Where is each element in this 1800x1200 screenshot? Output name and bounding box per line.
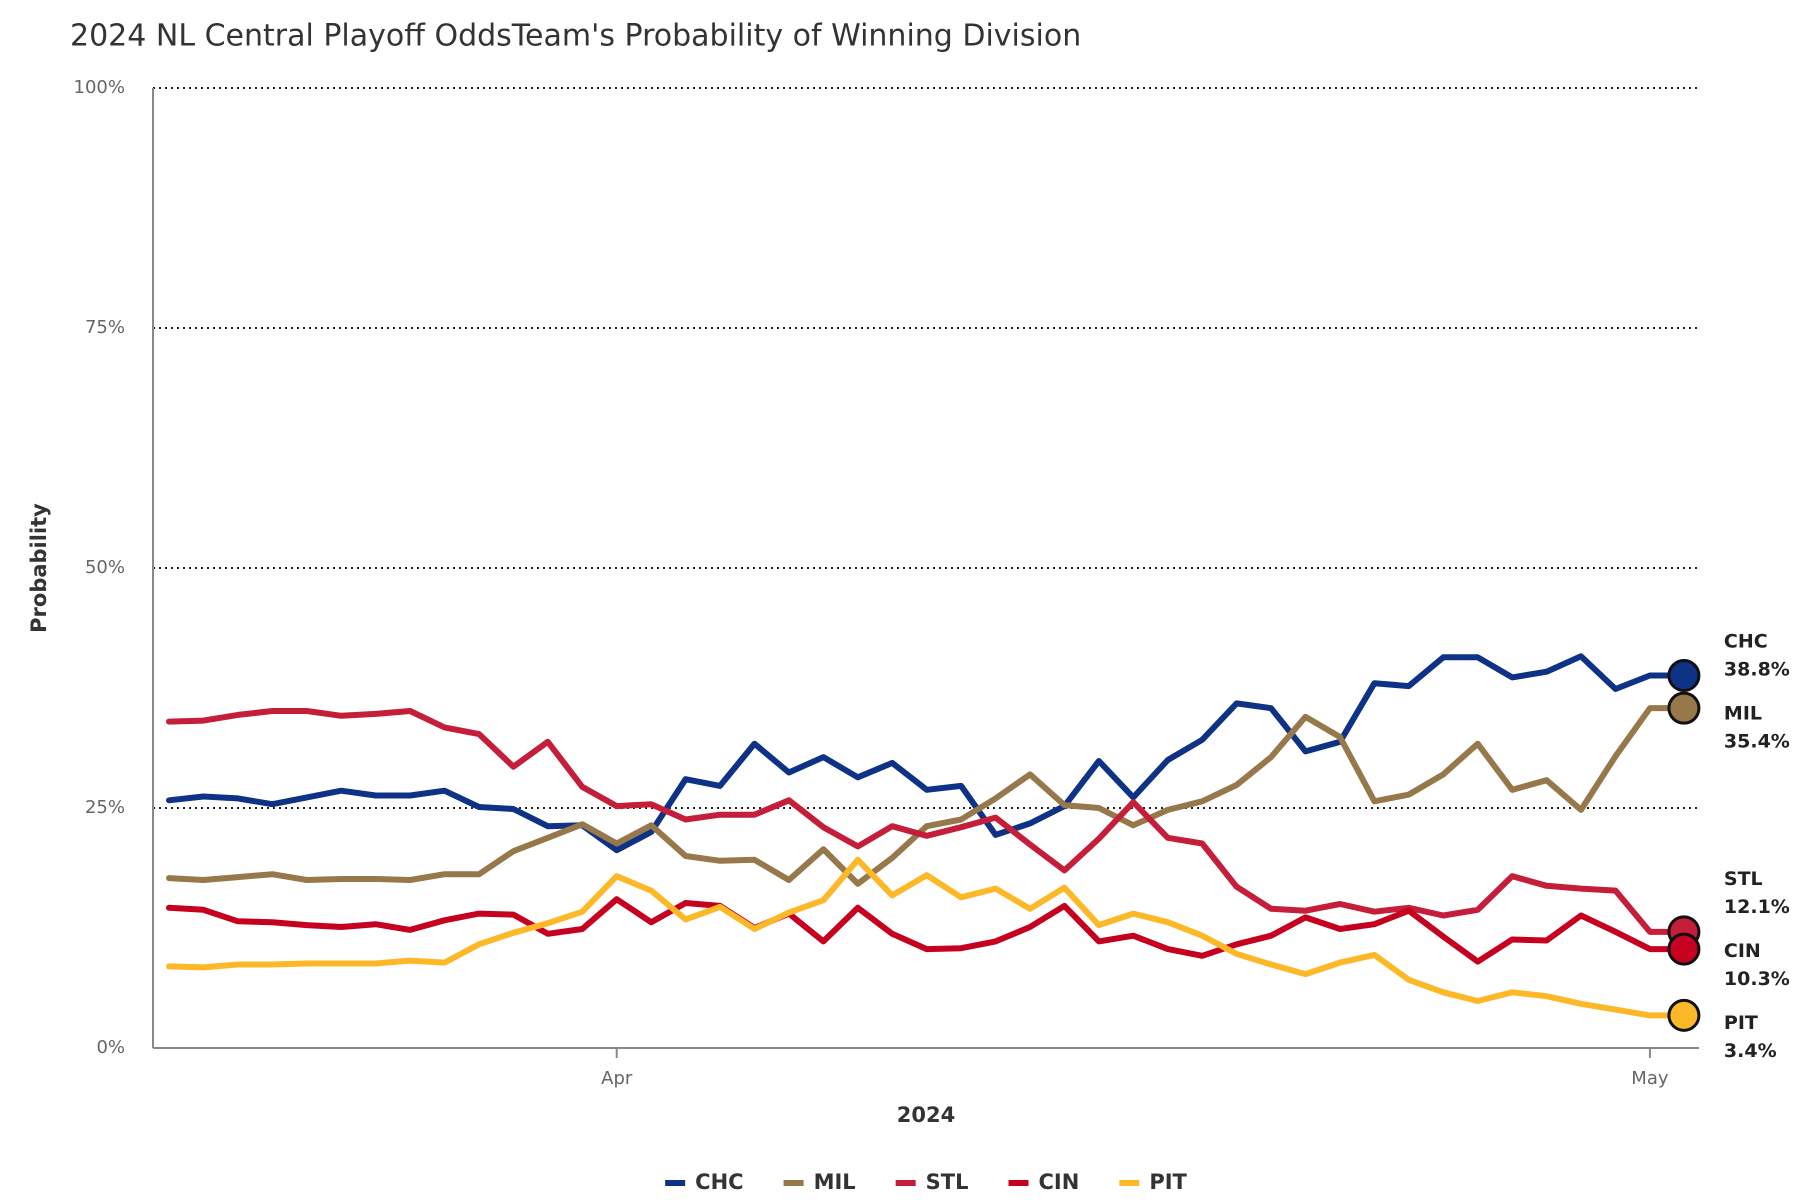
end-label-value: 10.3% [1724,968,1790,990]
end-label-value: 3.4% [1724,1040,1777,1062]
y-tick-label: 0% [96,1037,125,1058]
legend-label: STL [926,1170,969,1194]
legend-label: CHC [695,1170,743,1194]
y-tick-label: 100% [74,77,125,98]
y-tick-label: 25% [85,797,125,818]
end-dot [1667,998,1701,1032]
legend-label: PIT [1149,1170,1187,1194]
series-line [166,896,1653,965]
legend-label: MIL [814,1170,856,1194]
end-label-name: CIN [1724,940,1761,962]
end-label-value: 35.4% [1724,730,1790,752]
x-axis-title: 2024 [897,1103,955,1127]
series-line [166,708,1653,935]
end-label-value: 12.1% [1724,896,1790,918]
legend: CHC MIL STL CIN PIT [665,1170,1188,1194]
end-dot [1667,932,1701,966]
series-line [166,856,1653,1019]
end-label-name: STL [1724,868,1763,890]
end-label-name: MIL [1724,702,1762,724]
series-line [166,705,1653,887]
legend-label: CIN [1039,1170,1080,1194]
end-dot [1667,659,1701,693]
x-tick-label: May [1631,1068,1669,1089]
x-tick-label: Apr [601,1068,633,1089]
end-dot [1667,691,1701,725]
end-label-value: 38.8% [1724,658,1790,680]
y-axis-title: Probability [27,503,51,633]
y-tick-label: 50% [85,557,125,578]
end-label-name: CHC [1724,630,1768,652]
chart-title: 2024 NL Central Playoff OddsTeam's Proba… [70,19,1081,54]
y-tick-label: 75% [85,317,125,338]
end-label-name: PIT [1724,1012,1758,1034]
series-line [166,653,1653,854]
